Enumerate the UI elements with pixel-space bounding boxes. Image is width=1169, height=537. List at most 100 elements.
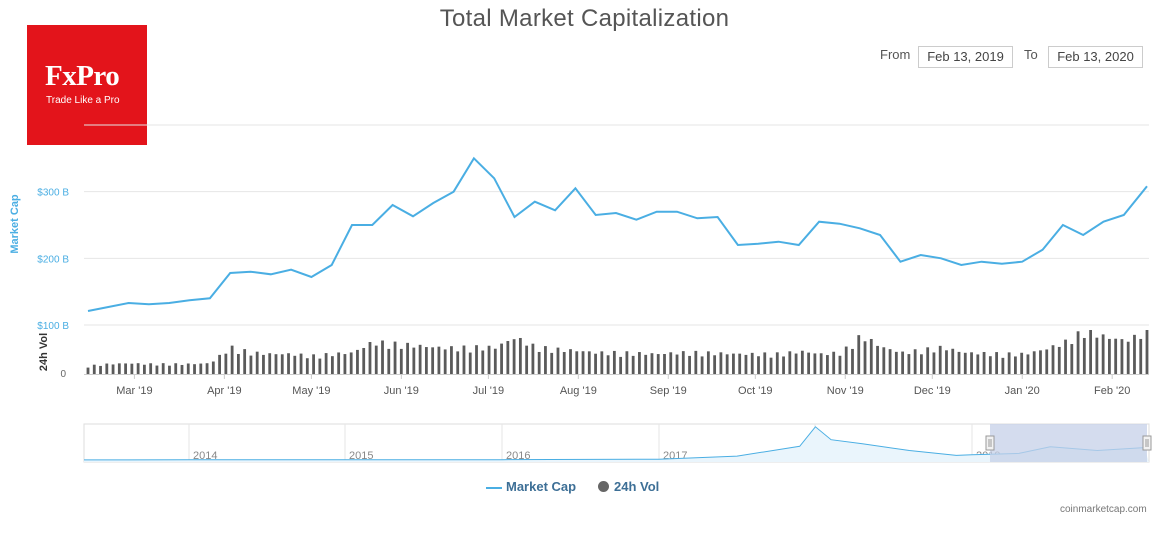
volume-bar: [656, 354, 660, 374]
volume-bar: [512, 339, 516, 374]
volume-bar: [406, 342, 409, 374]
volume-bar: [105, 363, 109, 374]
volume-bar: [631, 355, 635, 374]
volume-bar: [550, 352, 554, 374]
volume-bar: [1032, 351, 1036, 374]
volume-bar: [681, 351, 685, 374]
volume-bar: [224, 353, 228, 374]
volume-bar: [907, 354, 911, 374]
volume-bar: [612, 350, 616, 374]
volume-bar: [832, 351, 836, 374]
volume-bar: [287, 353, 290, 374]
volume-bar: [356, 349, 359, 374]
volume-bar: [844, 346, 848, 374]
volume-bar: [381, 340, 384, 374]
volume-bar: [982, 351, 986, 374]
volume-bar: [1126, 341, 1130, 374]
volume-bar: [324, 353, 328, 374]
handle-box: [985, 435, 995, 451]
volume-bar: [663, 354, 666, 374]
volume-bar: [1082, 337, 1086, 374]
volume-bar: [556, 347, 560, 374]
volume-bar: [700, 356, 704, 374]
navigator-selection[interactable]: [990, 424, 1147, 462]
volume-bar: [945, 350, 948, 374]
credits-link[interactable]: coinmarketcap.com: [1060, 504, 1147, 515]
volume-bar: [1051, 345, 1055, 374]
volume-bar: [274, 354, 278, 374]
y-axis-title: Market Cap: [9, 194, 21, 254]
volume-bar: [443, 349, 447, 374]
volume-bar: [468, 352, 472, 374]
volume-bar: [312, 354, 315, 374]
volume-bar: [838, 355, 842, 374]
navigator-year-label: 2014: [193, 450, 217, 462]
volume-bar: [826, 355, 829, 374]
from-date-input[interactable]: Feb 13, 2019: [918, 46, 1013, 68]
volume-bar: [86, 367, 90, 374]
x-tick-label: May '19: [292, 385, 330, 397]
volume-bar: [995, 352, 999, 374]
volume-bar: [625, 351, 629, 374]
volume-bar: [450, 346, 453, 374]
volume-bar: [437, 346, 441, 374]
volume-bar: [299, 353, 303, 374]
volume-bar: [500, 343, 503, 374]
volume-bar: [149, 363, 153, 374]
volume-bar: [117, 363, 121, 374]
legend-volume[interactable]: 24h Vol: [598, 479, 659, 494]
navigator-right-handle[interactable]: [1142, 435, 1152, 451]
volume-bar: [136, 363, 140, 374]
legend-dot-icon: [598, 481, 609, 492]
volume-bar: [399, 348, 403, 374]
volume-bar: [706, 351, 710, 374]
navigator[interactable]: 201420152016201720182019: [83, 423, 1152, 463]
volume-bar: [424, 347, 428, 374]
volume-bar: [362, 347, 366, 374]
volume-bar: [775, 352, 779, 374]
volume-bar: [1101, 334, 1105, 374]
volume-bar: [744, 354, 748, 374]
volume-bar: [1020, 352, 1024, 374]
x-tick-label: Mar '19: [116, 385, 152, 397]
volume-bar: [638, 352, 641, 374]
volume-bar: [581, 351, 585, 374]
volume-bar: [587, 351, 591, 374]
volume-bar: [142, 364, 146, 374]
volume-bar: [255, 351, 259, 374]
volume-bar: [412, 347, 416, 374]
volume-bar: [788, 351, 792, 374]
volume-bar: [725, 354, 729, 374]
volume-bar: [481, 350, 485, 374]
x-axis: Mar '19 Apr '19 May '19 Jun '19 Jul '19 Aug '…: [116, 374, 1130, 397]
navigator-left-handle[interactable]: [985, 435, 995, 451]
market-cap-line: [87, 156, 1148, 312]
volume-bar: [932, 352, 936, 374]
volume-bar: [544, 346, 547, 374]
volume-bar: [713, 355, 717, 374]
volume-bar: [619, 356, 623, 374]
volume-bar: [130, 363, 134, 374]
volume-bar: [92, 364, 96, 374]
volume-bar: [518, 337, 522, 374]
volume-bar: [920, 354, 923, 374]
navigator-year-label: 2016: [506, 450, 530, 462]
x-tick-label: Feb '20: [1094, 385, 1130, 397]
to-label: To: [1024, 47, 1038, 62]
volume-bar: [1139, 338, 1143, 374]
volume-bar: [1057, 346, 1061, 374]
volume-bar: [193, 364, 196, 374]
x-tick-label: Apr '19: [207, 385, 242, 397]
volume-bar: [262, 354, 265, 374]
volume-bar: [750, 352, 754, 374]
volume-bar: [456, 351, 460, 374]
volume-bar: [393, 341, 397, 374]
to-date-input[interactable]: Feb 13, 2020: [1048, 46, 1143, 68]
volume-bar: [606, 355, 610, 374]
chart-title: Total Market Capitalization: [439, 5, 730, 32]
navigator-area: [84, 426, 1149, 462]
volume-bar: [732, 353, 735, 374]
legend-market-cap[interactable]: Market Cap: [486, 479, 576, 494]
volume-bar: [569, 349, 572, 374]
